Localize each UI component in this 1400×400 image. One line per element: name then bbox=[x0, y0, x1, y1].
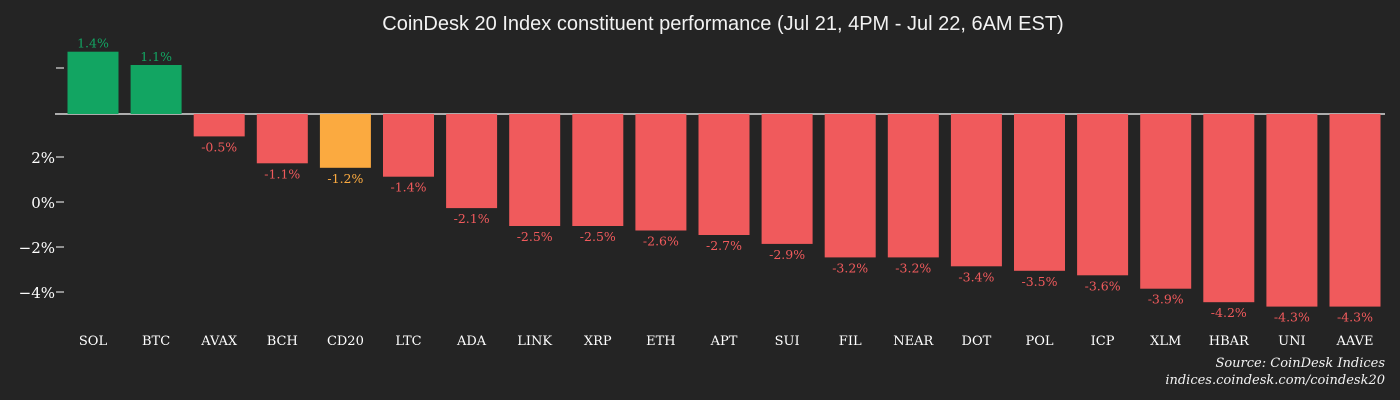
source-line: Source: CoinDesk Indices bbox=[1215, 356, 1385, 371]
x-tick-label-ltc: LTC bbox=[395, 334, 421, 349]
bar-bch bbox=[256, 114, 308, 164]
value-label-link: -2.5% bbox=[517, 229, 553, 244]
x-tick-label-avax: AVAX bbox=[200, 334, 238, 349]
value-label-eth: -2.6% bbox=[643, 234, 679, 249]
value-label-xlm: -3.9% bbox=[1148, 292, 1184, 307]
y-tick-label: 0% bbox=[31, 194, 55, 212]
value-label-avax: -0.5% bbox=[201, 139, 237, 154]
x-tick-label-apt: APT bbox=[710, 334, 738, 349]
bar-sui bbox=[761, 114, 813, 244]
value-label-xrp: -2.5% bbox=[580, 229, 616, 244]
bar-eth bbox=[635, 114, 687, 231]
x-tick-label-icp: ICP bbox=[1091, 334, 1115, 349]
value-label-ltc: -1.4% bbox=[391, 180, 427, 195]
bar-fil bbox=[824, 114, 876, 258]
value-label-near: -3.2% bbox=[895, 260, 931, 275]
value-label-ada: -2.1% bbox=[454, 211, 490, 226]
value-label-icp: -3.6% bbox=[1085, 278, 1121, 293]
x-tick-label-link: LINK bbox=[517, 334, 552, 349]
value-label-cd20: -1.2% bbox=[327, 171, 363, 186]
value-label-hbar: -4.2% bbox=[1211, 305, 1247, 320]
value-label-fil: -3.2% bbox=[832, 260, 868, 275]
bar-avax bbox=[193, 114, 245, 137]
bar-xlm bbox=[1140, 114, 1192, 289]
bars bbox=[67, 51, 1381, 307]
value-labels: 1.4% 1.1% -0.5% -1.1% -1.2% -1.4% -2.1% -2.5% -2… bbox=[77, 36, 1373, 325]
x-tick-label-cd20: CD20 bbox=[327, 334, 364, 349]
bar-link bbox=[509, 114, 561, 226]
x-tick-label-aave: AAVE bbox=[1335, 334, 1373, 349]
bar-near bbox=[887, 114, 939, 258]
x-axis: SOL BTC AVAX BCH CD20 LTC ADA LINK XRP ETH APT SUI F… bbox=[79, 334, 1374, 349]
value-label-sol: 1.4% bbox=[77, 36, 109, 51]
value-label-dot: -3.4% bbox=[958, 269, 994, 284]
chart-title: CoinDesk 20 Index constituent performanc… bbox=[382, 13, 1063, 35]
y-tick-label: −4% bbox=[19, 284, 55, 302]
x-tick-label-pol: POL bbox=[1025, 334, 1053, 349]
x-tick-label-sui: SUI bbox=[775, 334, 800, 349]
bar-btc bbox=[130, 65, 182, 114]
bar-icp bbox=[1077, 114, 1129, 276]
bar-aave bbox=[1329, 114, 1381, 307]
y-tick-label: 2% bbox=[31, 149, 55, 167]
y-tick-label: −2% bbox=[19, 239, 55, 257]
value-label-sui: -2.9% bbox=[769, 247, 805, 262]
bar-ada bbox=[446, 114, 498, 209]
bar-xrp bbox=[572, 114, 624, 226]
x-tick-label-uni: UNI bbox=[1278, 334, 1305, 349]
x-tick-label-ada: ADA bbox=[456, 334, 487, 349]
bar-ltc bbox=[383, 114, 434, 177]
value-label-btc: 1.1% bbox=[140, 49, 172, 64]
x-tick-label-eth: ETH bbox=[646, 334, 676, 349]
value-label-pol: -3.5% bbox=[1022, 274, 1058, 289]
x-tick-label-hbar: HBAR bbox=[1209, 334, 1250, 349]
x-tick-label-near: NEAR bbox=[893, 334, 934, 349]
x-tick-label-xrp: XRP bbox=[584, 334, 612, 349]
bar-hbar bbox=[1203, 114, 1255, 303]
value-label-apt: -2.7% bbox=[706, 238, 742, 253]
value-label-aave: -4.3% bbox=[1337, 310, 1373, 325]
bar-pol bbox=[1014, 114, 1065, 271]
x-tick-label-dot: DOT bbox=[962, 334, 992, 349]
x-tick-label-sol: SOL bbox=[79, 334, 108, 349]
x-tick-label-xlm: XLM bbox=[1150, 334, 1181, 349]
bar-dot bbox=[950, 114, 1002, 267]
source-url: indices.coindesk.com/coindesk20 bbox=[1165, 373, 1385, 388]
bar-apt bbox=[698, 114, 750, 235]
x-tick-label-bch: BCH bbox=[267, 334, 298, 349]
bar-uni bbox=[1266, 114, 1318, 307]
value-label-uni: -4.3% bbox=[1274, 310, 1310, 325]
bar-cd20 bbox=[319, 114, 371, 168]
bar-sol bbox=[67, 51, 119, 114]
x-tick-label-btc: BTC bbox=[142, 334, 170, 349]
value-label-bch: -1.1% bbox=[264, 166, 300, 181]
x-tick-label-fil: FIL bbox=[839, 334, 862, 349]
